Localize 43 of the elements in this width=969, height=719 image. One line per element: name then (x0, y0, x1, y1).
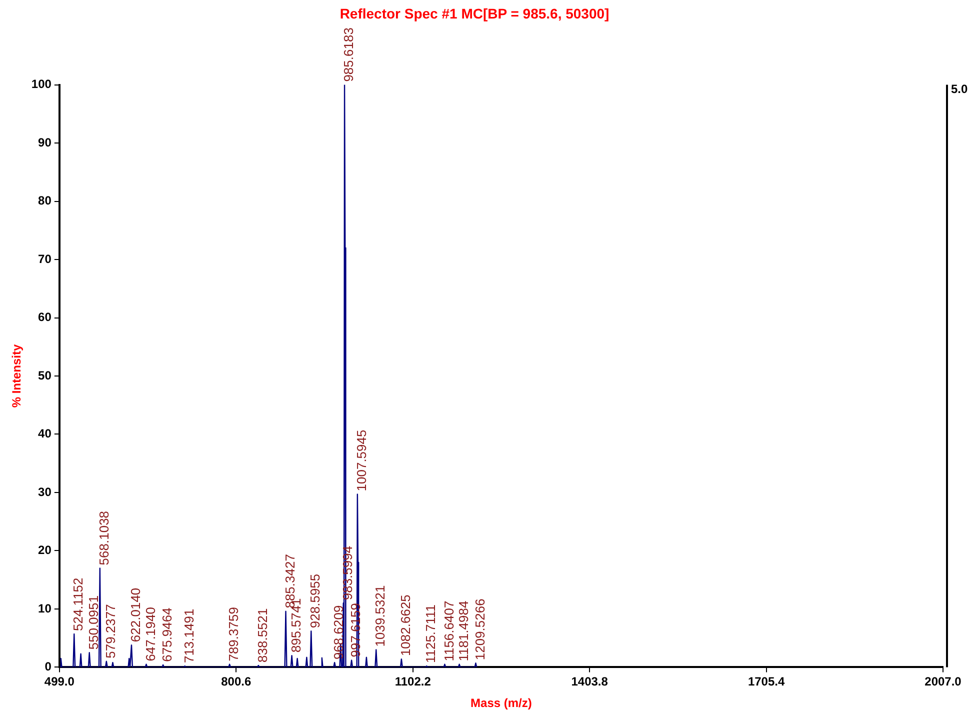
x-tick-label: 1102.2 (394, 674, 432, 689)
annotation: 1039.5321 (372, 585, 388, 647)
annotation: 1209.5266 (472, 598, 488, 660)
x-tick-label: 1705.4 (748, 674, 785, 689)
annotation: 1181.4984 (456, 600, 471, 662)
x-tick-label: 499.0 (44, 674, 75, 689)
annotation: 985.6183 (341, 28, 356, 82)
y-tick-label: 0 (44, 660, 52, 674)
text: 5.0 (951, 82, 968, 96)
y-axis-title: % Intensity (10, 344, 24, 408)
annotation: 1007.5945 (354, 430, 369, 492)
y-tick-label: 70 (38, 252, 52, 266)
y-tick-label: 40 (38, 426, 52, 441)
y-tick-label: 100 (31, 77, 52, 92)
x-tick-label: 800.6 (221, 674, 252, 689)
y-tick-label: 20 (38, 543, 52, 558)
annotation: 1156.6407 (441, 600, 456, 662)
y-tick-label: 90 (38, 135, 52, 150)
annotation: 550.0951 (86, 595, 101, 650)
annotation: 675.9464 (160, 608, 175, 662)
annotation: 647.1940 (142, 607, 158, 662)
annotation: 579.2377 (102, 604, 118, 658)
chart-title: Reflector Spec #1 MC[BP = 985.6, 50300] (340, 5, 610, 22)
annotation: 997.6159 (348, 602, 364, 658)
y-tick-label: 50 (38, 368, 52, 382)
annotation: 622.0140 (128, 588, 144, 642)
annotation: 928.5955 (308, 574, 323, 628)
annotation: 789.3759 (226, 607, 242, 662)
annotation: 524.1152 (70, 578, 86, 632)
annotation: 1082.6625 (398, 594, 414, 656)
x-tick-label: 1403.8 (571, 674, 608, 689)
annotation: 968.6209 (331, 605, 346, 660)
annotation: 1125.7111 (423, 604, 438, 664)
annotation: 838.5521 (254, 608, 270, 662)
y-tick-label: 10 (38, 601, 52, 616)
annotation: 568.1038 (96, 510, 112, 566)
x-tick-label: 2007.0 (924, 674, 962, 689)
y-tick-label: 30 (38, 484, 52, 499)
annotation: 713.1491 (181, 608, 196, 664)
x-axis-title: Mass (m/z) (470, 696, 532, 710)
y-tick-label: 80 (38, 194, 52, 208)
annotation: 983.5994 (340, 546, 355, 600)
y-tick-label: 60 (38, 310, 52, 324)
